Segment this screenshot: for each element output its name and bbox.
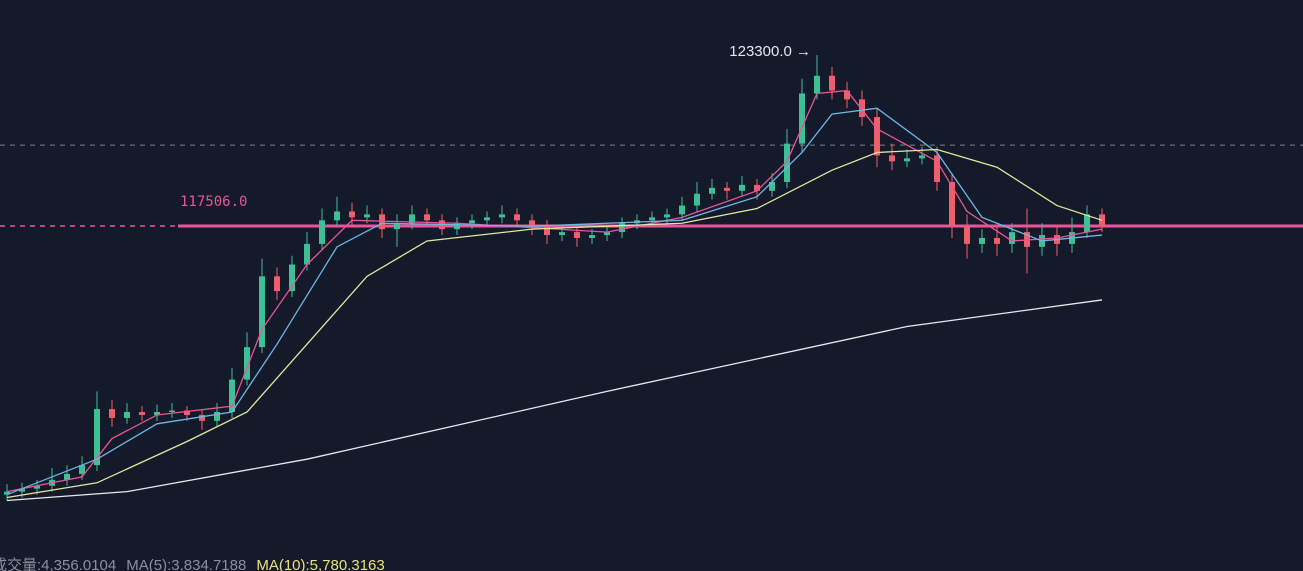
candle-body: [64, 473, 70, 480]
candle-body: [109, 409, 115, 418]
candle-body: [334, 211, 340, 221]
ma-line: [6, 299, 1103, 502]
candle-body: [769, 181, 775, 191]
candle-body: [34, 485, 40, 489]
volume-legend-item: MA(10):5,780.3163: [256, 557, 384, 571]
candle-body: [829, 75, 835, 91]
candle-body: [784, 143, 790, 182]
price-line-label: 117506.0: [180, 194, 247, 210]
candle-body: [304, 243, 310, 265]
candle-body: [649, 217, 655, 221]
candle-body: [889, 155, 895, 162]
candle-body: [94, 409, 100, 466]
candle-body: [934, 155, 940, 182]
candle-body: [259, 276, 265, 348]
candle-body: [499, 214, 505, 218]
candle-body: [559, 232, 565, 236]
candle-body: [229, 379, 235, 413]
candle-body: [529, 220, 535, 227]
candle-body: [979, 238, 985, 244]
candle-body: [154, 412, 160, 415]
candle-body: [859, 99, 865, 118]
candle-body: [679, 205, 685, 215]
candle-body: [169, 410, 175, 413]
candle-body: [739, 184, 745, 191]
candle-body: [184, 410, 190, 415]
candle-body: [79, 465, 85, 474]
candle-body: [799, 93, 805, 144]
peak-label: 123300.0 →: [729, 43, 811, 60]
candle-body: [814, 75, 820, 94]
candle-body: [919, 155, 925, 159]
candle-body: [964, 226, 970, 244]
candle-body: [709, 187, 715, 194]
candle-body: [469, 220, 475, 224]
candle-body: [394, 223, 400, 230]
candle-body: [214, 412, 220, 421]
candle-body: [589, 235, 595, 239]
candle-body: [904, 158, 910, 162]
candle-body: [664, 214, 670, 218]
candle-body: [319, 220, 325, 244]
candle-body: [994, 238, 1000, 244]
candle-body: [514, 214, 520, 221]
candle-body: [754, 184, 760, 191]
candle-body: [949, 181, 955, 227]
candle-body: [409, 214, 415, 224]
ma-line: [6, 148, 1103, 499]
candle-body: [364, 214, 370, 218]
candle-body: [124, 412, 130, 418]
candle-body: [544, 226, 550, 236]
candle-body: [19, 488, 25, 492]
candle-body: [274, 276, 280, 292]
candle-body: [604, 232, 610, 236]
candle-body: [454, 223, 460, 230]
candle-body: [244, 347, 250, 380]
candle-body: [619, 223, 625, 233]
candle-body: [4, 491, 10, 495]
candle-body: [289, 264, 295, 292]
candle-body: [484, 217, 490, 221]
candle-body: [139, 412, 145, 415]
candle-body: [1009, 232, 1015, 244]
ma-line: [6, 107, 1103, 496]
candle-body: [844, 90, 850, 100]
volume-legend-item: 成交量:4,356.0104: [0, 556, 116, 571]
candle-body: [1084, 214, 1090, 233]
candle-body: [574, 232, 580, 239]
candle-body: [874, 117, 880, 156]
ma-line: [6, 89, 1103, 493]
volume-legend-item: MA(5):3,834.7188: [126, 557, 246, 571]
candle-body: [199, 414, 205, 421]
candle-body: [724, 187, 730, 191]
candle-body: [694, 193, 700, 206]
candle-body: [424, 214, 430, 221]
candle-body: [349, 211, 355, 218]
